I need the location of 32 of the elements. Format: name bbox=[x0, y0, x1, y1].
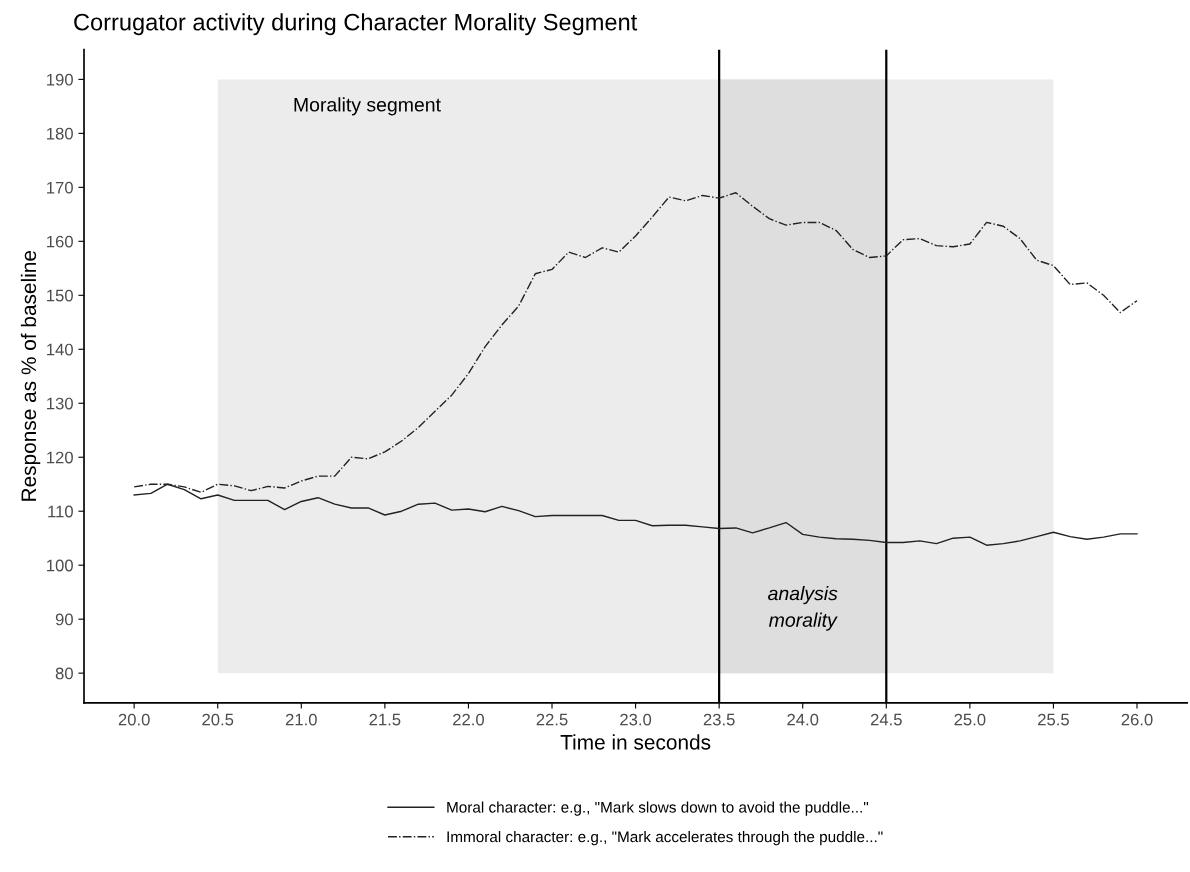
x-tick-label: 21.0 bbox=[285, 713, 317, 726]
y-tick-label: 90 bbox=[55, 613, 73, 626]
x-tick-label: 23.5 bbox=[703, 713, 735, 726]
legend-label: Immoral character: e.g., "Mark accelerates through the puddle..." bbox=[447, 831, 883, 846]
x-tick-label: 23.0 bbox=[620, 713, 652, 726]
band-label: analysis morality bbox=[768, 586, 838, 631]
y-tick-label: 120 bbox=[47, 451, 73, 464]
x-tick-label: 25.5 bbox=[1038, 713, 1069, 726]
y-tick-label: 140 bbox=[47, 343, 73, 356]
y-axis-title: Response as % of baseline bbox=[20, 250, 41, 501]
x-tick-label: 22.0 bbox=[453, 713, 485, 726]
y-tick-label: 100 bbox=[47, 559, 73, 572]
y-tick-label: 160 bbox=[47, 235, 73, 248]
y-tick-label: 180 bbox=[47, 127, 73, 140]
x-tick-label: 26.0 bbox=[1121, 713, 1153, 726]
chart-title: Corrugator activity during Character Morality Segment bbox=[74, 13, 638, 36]
y-tick-label: 110 bbox=[48, 505, 73, 518]
x-tick-label: 24.0 bbox=[787, 713, 819, 726]
x-tick-label: 22.5 bbox=[536, 713, 568, 726]
x-axis-title: Time in seconds bbox=[560, 734, 711, 750]
x-tick-label: 25.0 bbox=[954, 713, 986, 726]
y-tick-label: 150 bbox=[47, 289, 73, 302]
y-tick-label: 130 bbox=[47, 397, 73, 410]
y-tick-label: 190 bbox=[47, 73, 73, 86]
x-tick-label: 24.5 bbox=[870, 713, 902, 726]
x-tick-label: 21.5 bbox=[369, 713, 401, 726]
x-tick-label: 20.5 bbox=[202, 713, 234, 726]
legend-label: Moral character: e.g., "Mark slows down to avoid the puddle..." bbox=[447, 801, 869, 816]
x-tick-label: 20.0 bbox=[118, 713, 150, 726]
y-tick-label: 170 bbox=[47, 181, 73, 194]
band-label: Morality segment bbox=[294, 97, 441, 116]
y-tick-label: 80 bbox=[55, 667, 73, 680]
